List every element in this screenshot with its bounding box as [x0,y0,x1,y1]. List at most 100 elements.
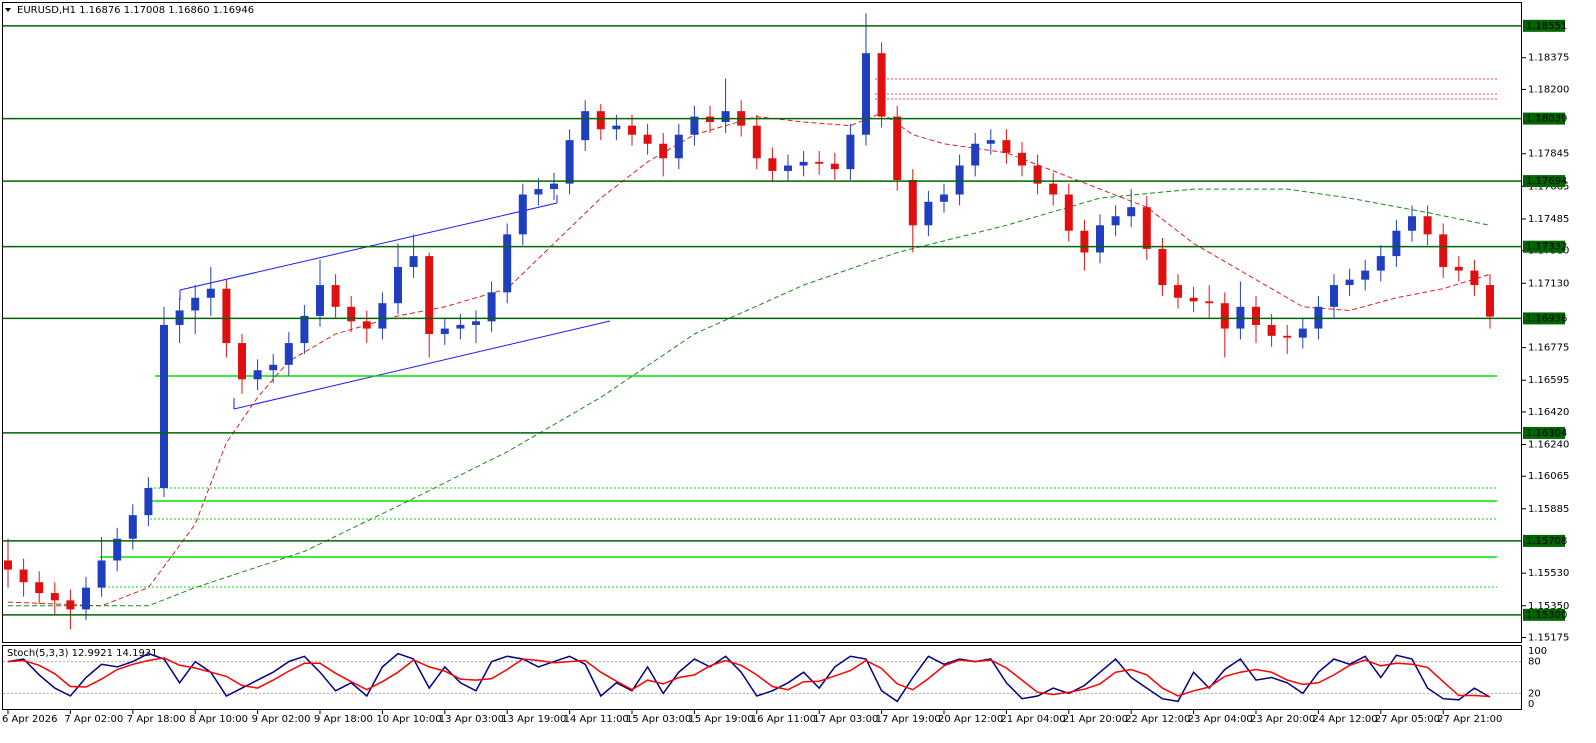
level-label: 1.17694 [1526,176,1567,187]
candle-body [1298,328,1307,338]
candle-body [97,560,106,588]
x-tick-label: 10 Apr 10:00 [376,714,441,725]
level-label-bg [1523,112,1565,125]
candle-body [940,194,948,202]
x-tick-label: 8 Apr 10:00 [189,714,248,725]
candle-body [815,161,824,164]
candle-body [456,324,465,329]
candle-body [924,201,933,226]
candle-body [1189,297,1198,302]
x-tick-label: 23 Apr 20:00 [1250,714,1315,725]
y-tick-label: 1.15530 [1528,568,1569,579]
candle-body [1345,279,1354,286]
level-label: 1.16304 [1526,428,1567,439]
y-tick-label: 1.16595 [1528,375,1569,386]
y-tick-label: 1.15885 [1528,504,1569,515]
candle-body [596,111,605,130]
candle-body [19,569,28,583]
candle-body [612,125,621,130]
candle-body [1127,207,1136,217]
candle-body [768,158,777,171]
candle-body [128,515,137,539]
level-label: 1.15708 [1526,536,1567,547]
candle-body [690,116,699,135]
candle-body [1267,324,1276,336]
stoch-tick-label: 100 [1528,646,1547,657]
candle-body [269,364,278,371]
level-label: 1.16936 [1526,313,1567,324]
candle-body [347,306,356,322]
candle-body [362,321,371,329]
candle-body [799,161,808,166]
y-tick-label: 1.17130 [1528,278,1569,289]
candle-body [284,343,293,365]
candle-body [300,315,309,344]
candle-body [35,582,44,594]
stoch-tick-label: 20 [1528,688,1541,699]
x-tick-label: 15 Apr 19:00 [688,714,753,725]
candle-body [487,292,496,322]
candle-body [144,488,153,516]
candle-body [1330,285,1338,307]
x-tick-label: 21 Apr 04:00 [1000,714,1065,725]
candle-body [1252,306,1260,325]
stoch-frame [2,645,1522,710]
candle-body [752,125,761,159]
x-tick-label: 20 Apr 12:00 [938,714,1003,725]
candle-body [1174,285,1182,298]
x-tick-label: 9 Apr 18:00 [314,714,373,725]
candle-body [1454,266,1463,271]
candle-body [862,53,870,135]
x-tick-label: 15 Apr 03:00 [626,714,691,725]
x-tick-label: 7 Apr 02:00 [64,714,123,725]
candle-body [1205,301,1214,304]
y-tick-label: 1.17845 [1528,149,1569,160]
candle-body [971,143,980,166]
candle-body [238,343,246,380]
candle-body [581,111,590,141]
candle-body [1080,230,1089,253]
candle-body [986,140,995,144]
stoch-title: Stoch(5,3,3) 12.9921 14.1931 [7,648,158,659]
candle-body [721,111,730,123]
level-label: 1.18039 [1526,114,1567,125]
candle-body [1486,285,1494,317]
y-tick-label: 1.16065 [1528,471,1569,482]
candle-body [908,180,917,226]
level-label-bg [1523,608,1565,621]
candle-body [253,370,262,380]
candle-body [82,587,90,610]
x-tick-label: 17 Apr 03:00 [813,714,878,725]
candle-body [316,285,324,316]
candle-body [1158,248,1167,286]
level-label-bg [1523,534,1565,547]
x-tick-label: 7 Apr 18:00 [127,714,186,725]
y-tick-label: 1.18200 [1528,84,1569,95]
candle-body [394,266,402,304]
candle-body [628,125,636,135]
candle-body [1002,140,1011,153]
x-tick-label: 9 Apr 02:00 [252,714,311,725]
stoch-line [7,652,1491,703]
channel-lower [233,320,611,410]
x-tick-label: 24 Apr 12:00 [1312,714,1377,725]
x-tick-label: 27 Apr 21:00 [1437,714,1502,725]
x-tick-label: 6 Apr 2026 [2,714,57,725]
candle-body [1470,270,1479,286]
candle-body [518,194,527,235]
candle-body [331,285,340,307]
moving-average [8,188,1491,607]
candle-body [565,140,574,184]
level-label-bg [1523,19,1565,32]
candle-body [955,165,964,195]
y-tick-label: 1.18375 [1528,53,1569,64]
candle-body [206,288,215,298]
chart-title: EURUSD,H1 1.16876 1.17008 1.16860 1.1694… [17,5,254,16]
candle-body [160,324,168,489]
menu-triangle [5,8,11,12]
y-tick-label: 1.16420 [1528,407,1569,418]
candle-body [1220,303,1229,329]
candle-body [440,328,449,335]
x-tick-label: 21 Apr 20:00 [1063,714,1128,725]
candle-body [534,189,543,195]
